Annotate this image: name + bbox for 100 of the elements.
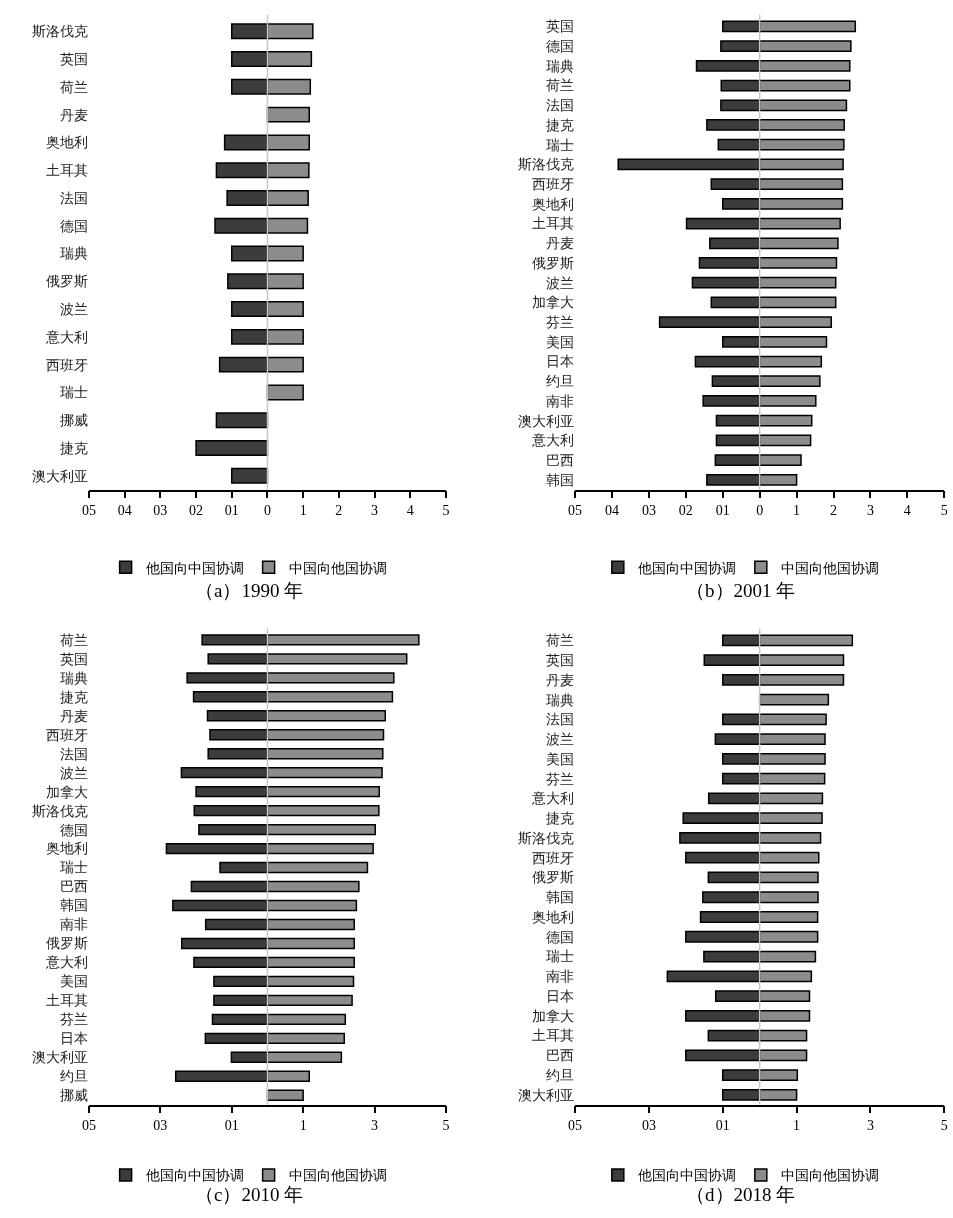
y-tick-label: 土耳其 [45,993,88,1009]
y-tick-label: 意大利 [531,433,575,449]
y-tick-label: 瑞士 [546,137,575,153]
y-tick-label: 美国 [546,751,575,767]
x-tick-label: 1 [793,1118,801,1134]
x-tick-label: 0 [263,503,271,519]
y-tick-label: 韩国 [59,898,88,914]
y-tick-label: 捷克 [546,811,575,827]
x-tick-label: 02 [189,503,204,519]
x-tick-label: 03 [153,503,168,519]
y-tick-label: 奥地利 [532,196,575,212]
y-tick-label: 英国 [546,653,575,669]
y-tick-label: 日本 [546,354,575,370]
y-tick-label: 挪威 [59,413,88,429]
y-tick-label: 巴西 [546,1048,575,1064]
x-tick-label: 04 [604,503,619,519]
y-tick-label: 波兰 [59,301,88,317]
y-tick-label: 荷兰 [546,633,575,649]
legend-label: 中国向他国协调 [780,1168,879,1184]
y-tick-label: 法国 [546,712,575,728]
y-tick-label: 澳大利亚 [518,1087,575,1103]
y-tick-label: 法国 [59,190,88,206]
y-tick-label: 法国 [546,98,575,114]
x-tick-label: 3 [866,503,874,519]
y-tick-label: 瑞典 [59,670,88,686]
y-tick-label: 丹麦 [546,672,575,688]
bar [266,1089,304,1101]
y-tick-label: 西班牙 [532,850,575,866]
text: （d）2018 年 [686,1184,796,1205]
x-tick-label: 01 [224,503,239,519]
y-tick-label: 澳大利亚 [31,1050,88,1066]
y-tick-label: 波兰 [546,275,575,291]
legend-label: 他国向中国协调 [637,1168,736,1184]
legend-label: 他国向中国协调 [145,1168,244,1184]
y-tick-label: 意大利 [44,955,88,971]
bar [215,412,269,429]
y-tick-label: 英国 [546,19,575,35]
x-tick-label: 03 [153,1118,168,1134]
text: （b）2001 年 [686,580,796,601]
y-tick-label: 瑞典 [546,692,575,708]
y-tick-label: 奥地利 [45,841,88,857]
x-tick-label: 02 [678,503,693,519]
bar [758,693,830,706]
x-tick-label: 2 [335,503,343,519]
x-tick-label: 5 [442,1118,450,1134]
y-tick-label: 俄罗斯 [45,936,88,952]
y-tick-label: 瑞典 [546,58,575,74]
y-tick-label: 韩国 [546,472,575,488]
x-tick-label: 0 [756,503,764,519]
y-tick-label: 英国 [59,651,88,667]
y-tick-label: 俄罗斯 [532,255,575,271]
x-tick-label: 3 [371,503,379,519]
x-tick-label: 1 [299,1118,307,1134]
y-tick-label: 美国 [59,974,88,990]
y-tick-label: 巴西 [59,879,88,895]
y-tick-label: 丹麦 [546,236,575,252]
y-tick-label: 斯洛伐克 [31,24,88,40]
y-tick-label: 德国 [59,218,88,234]
x-tick-label: 03 [641,1118,656,1134]
y-tick-label: 捷克 [59,440,88,456]
y-tick-label: 约旦 [59,1069,88,1085]
y-tick-label: 俄罗斯 [45,274,88,290]
y-tick-label: 土耳其 [532,216,575,232]
y-tick-label: 南非 [546,969,575,985]
y-tick-label: 芬兰 [546,771,575,787]
y-tick-label: 西班牙 [45,727,88,743]
legend-label: 中国向他国协调 [288,1168,387,1184]
y-tick-label: 南非 [546,393,575,409]
y-tick-label: 加拿大 [45,784,88,800]
x-tick-label: 5 [940,1118,948,1134]
y-tick-label: 波兰 [546,732,575,748]
y-tick-label: 德国 [546,929,575,945]
y-tick-label: 荷兰 [59,79,88,95]
y-tick-label: 意大利 [44,329,88,345]
x-tick-label: 01 [224,1118,239,1134]
y-tick-label: 巴西 [546,452,575,468]
y-tick-label: 西班牙 [45,357,88,373]
bar [231,467,269,484]
y-tick-label: 瑞士 [59,860,88,876]
x-tick-label: 3 [371,1118,379,1134]
y-tick-label: 芬兰 [59,1012,88,1028]
bar [266,106,310,123]
x-tick-label: 2 [830,503,838,519]
y-tick-label: 荷兰 [546,78,575,94]
y-tick-label: 韩国 [546,890,575,906]
y-tick-label: 俄罗斯 [532,870,575,886]
bar [266,384,304,401]
y-tick-label: 奥地利 [45,135,88,151]
y-tick-label: 丹麦 [59,107,88,123]
y-tick-label: 英国 [59,51,88,67]
x-tick-label: 4 [903,503,911,519]
y-tick-label: 斯洛伐克 [518,830,575,846]
x-tick-label: 5 [940,503,948,519]
y-tick-label: 捷克 [546,117,575,133]
y-tick-label: 约旦 [546,374,575,390]
y-tick-label: 瑞典 [59,246,88,262]
y-tick-label: 南非 [59,917,88,933]
y-tick-label: 瑞士 [546,949,575,965]
text: （c）2010 年 [195,1184,304,1205]
y-tick-label: 斯洛伐克 [31,803,88,819]
